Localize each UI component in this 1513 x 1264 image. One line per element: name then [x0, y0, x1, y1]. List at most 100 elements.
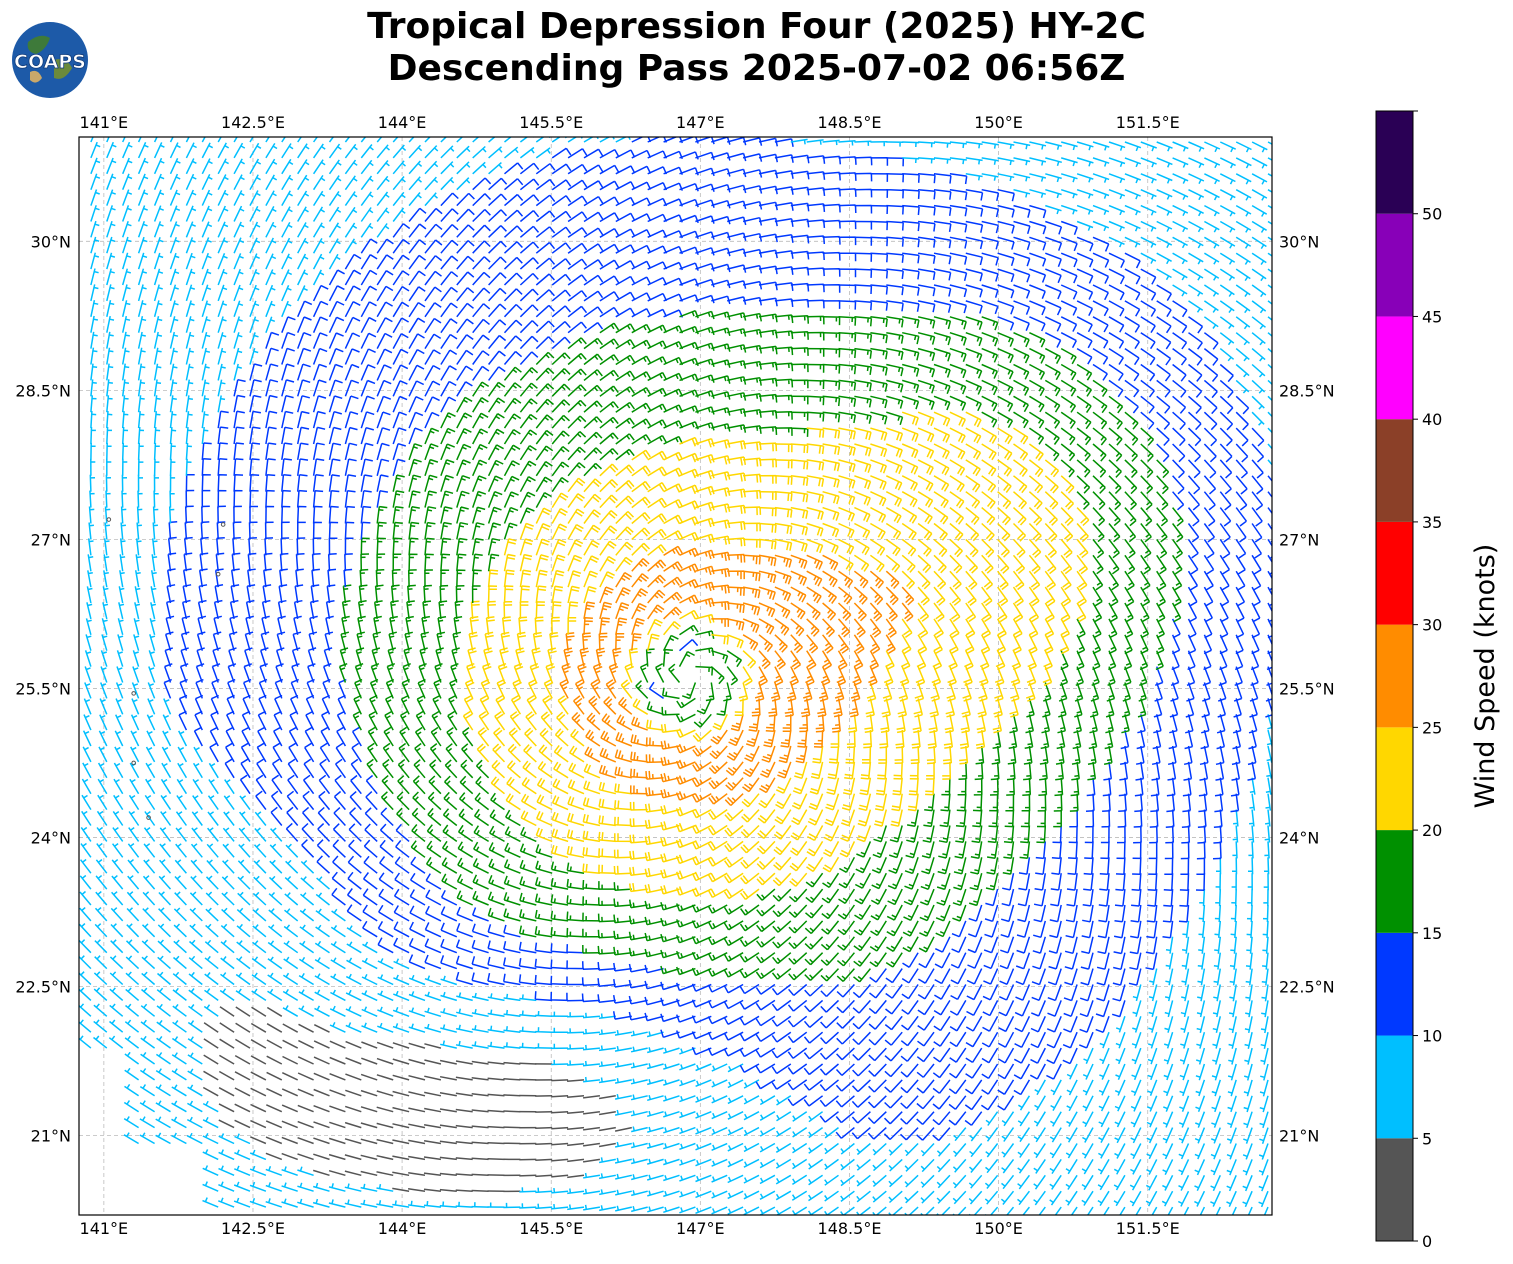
wind-barb	[644, 996, 664, 1006]
wind-barb	[967, 936, 983, 954]
wind-barb	[439, 1140, 457, 1145]
wind-barb	[614, 1077, 632, 1084]
wind-barb	[202, 1132, 219, 1145]
wind-barb	[1242, 1175, 1253, 1192]
wind-barb	[317, 823, 331, 842]
wind-barb	[804, 936, 824, 950]
wind-barb	[439, 1172, 457, 1177]
wind-barb	[567, 1110, 585, 1115]
wind-barb	[836, 983, 855, 998]
wind-barb	[551, 1059, 569, 1066]
wind-barb	[1194, 1190, 1206, 1207]
wind-barb	[1066, 1095, 1078, 1112]
wind-barb	[1178, 1159, 1190, 1176]
wind-barb	[1195, 1079, 1206, 1097]
wind-barb	[998, 1015, 1015, 1033]
wind-barb	[1180, 1000, 1190, 1018]
wind-barb	[551, 811, 569, 827]
wind-barb	[711, 1190, 728, 1199]
wind-barb	[614, 816, 632, 827]
wind-barb	[190, 875, 203, 890]
wind-barb	[936, 1190, 951, 1204]
wind-barb	[899, 1127, 919, 1141]
wind-barb	[856, 1206, 871, 1215]
wind-barb	[1230, 936, 1237, 954]
wind-barb	[238, 843, 251, 858]
wind-barb	[1131, 1079, 1142, 1096]
wind-barb	[789, 840, 808, 856]
wind-barb	[647, 1190, 664, 1197]
wind-barb	[345, 1073, 362, 1081]
wind-barb	[824, 1174, 839, 1186]
wind-barb	[835, 1095, 855, 1108]
wind-barb	[313, 1040, 330, 1049]
wind-barb	[1063, 984, 1078, 1002]
wind-barb	[1264, 825, 1271, 843]
wind-barb	[583, 1095, 600, 1099]
wind-barb	[187, 1084, 203, 1097]
wind-barb	[1164, 857, 1174, 876]
wind-barb	[887, 888, 903, 906]
wind-barb	[803, 1095, 824, 1107]
wind-barb	[663, 1142, 680, 1150]
wind-barb	[1198, 920, 1206, 938]
wind-barb	[1067, 857, 1078, 875]
wind-barb	[1177, 1190, 1190, 1207]
wind-barb	[503, 1026, 521, 1033]
wind-barb	[297, 1104, 314, 1113]
wind-barb	[582, 1142, 601, 1147]
wind-barb	[395, 823, 410, 842]
wind-barb	[1246, 936, 1253, 954]
wind-barb	[188, 971, 203, 986]
wind-barb	[1081, 1190, 1094, 1206]
wind-barb	[1214, 920, 1222, 938]
wind-barb	[1082, 1127, 1094, 1143]
wind-barb	[1148, 857, 1158, 876]
wind-barb	[220, 972, 235, 986]
wind-barb	[519, 1078, 537, 1081]
wind-barb	[724, 840, 744, 853]
wind-barb	[1243, 1127, 1253, 1144]
wind-barb	[853, 936, 872, 952]
wind-barb	[471, 1076, 489, 1081]
wind-barb	[332, 839, 346, 858]
wind-barb	[140, 1035, 156, 1049]
wind-barb	[707, 872, 728, 883]
wind-barb	[1179, 889, 1190, 907]
wind-barb	[856, 1174, 871, 1187]
wind-barb	[237, 891, 251, 906]
wind-barb	[723, 888, 744, 900]
wind-barb	[535, 1174, 553, 1178]
wind-barb	[298, 989, 314, 1002]
wind-barb	[440, 975, 458, 986]
wind-barb	[1148, 1016, 1158, 1033]
wind-barb	[739, 952, 760, 963]
wind-barb	[109, 1019, 124, 1033]
wind-barb	[1065, 1143, 1078, 1159]
wind-barb	[803, 1015, 824, 1028]
wind-barb	[789, 872, 808, 887]
wind-barb	[487, 1077, 505, 1081]
wind-barb	[787, 1095, 808, 1107]
wind-barb	[1003, 841, 1015, 860]
wind-barb	[663, 1174, 680, 1182]
wind-barb	[839, 856, 856, 873]
wind-barb	[1013, 1047, 1031, 1064]
wind-barb	[888, 857, 903, 874]
wind-barb	[1242, 1143, 1253, 1160]
wind-barb	[329, 1089, 346, 1097]
wind-barb	[582, 863, 600, 874]
wind-barb	[836, 1047, 855, 1061]
wind-barb	[757, 825, 776, 839]
wind-barb	[1212, 1047, 1222, 1065]
wind-barb	[851, 1111, 871, 1124]
wind-barb	[489, 825, 505, 843]
wind-barb	[124, 1083, 140, 1097]
wind-barb	[904, 857, 919, 875]
wind-barb	[836, 1031, 855, 1045]
wind-barb	[695, 1079, 712, 1087]
wind-barb	[981, 1079, 999, 1095]
wind-barb	[550, 877, 569, 890]
wind-barb	[759, 1126, 776, 1137]
wind-barb	[1162, 1174, 1174, 1191]
